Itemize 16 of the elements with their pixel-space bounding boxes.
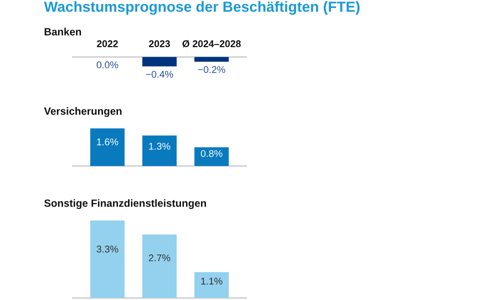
x-tick-label: Ø 2024–2028 (182, 40, 241, 48)
data-label: −0.2% (198, 66, 226, 74)
data-label: 3.3% (96, 246, 118, 253)
data-label: 0.0% (96, 61, 118, 68)
x-tick-label: 2023 (149, 40, 170, 48)
chart-subtitle: Sonstige Finanzdienstleistungen (44, 199, 206, 209)
data-label: 2.7% (148, 254, 170, 262)
x-tick-label: 2022 (96, 40, 118, 48)
chart-subtitle: Versicherungen (44, 107, 122, 117)
data-label: 1.6% (97, 138, 118, 146)
chart-subtitle: Banken (44, 28, 81, 36)
data-label: 1.3% (149, 142, 170, 150)
data-label: −0.4% (146, 70, 174, 78)
data-label: 0.8% (200, 150, 222, 157)
chart-title: Wachstumsprognose der Beschäftigten (FTE) (44, 1, 360, 15)
data-label: 1.1% (201, 278, 222, 285)
